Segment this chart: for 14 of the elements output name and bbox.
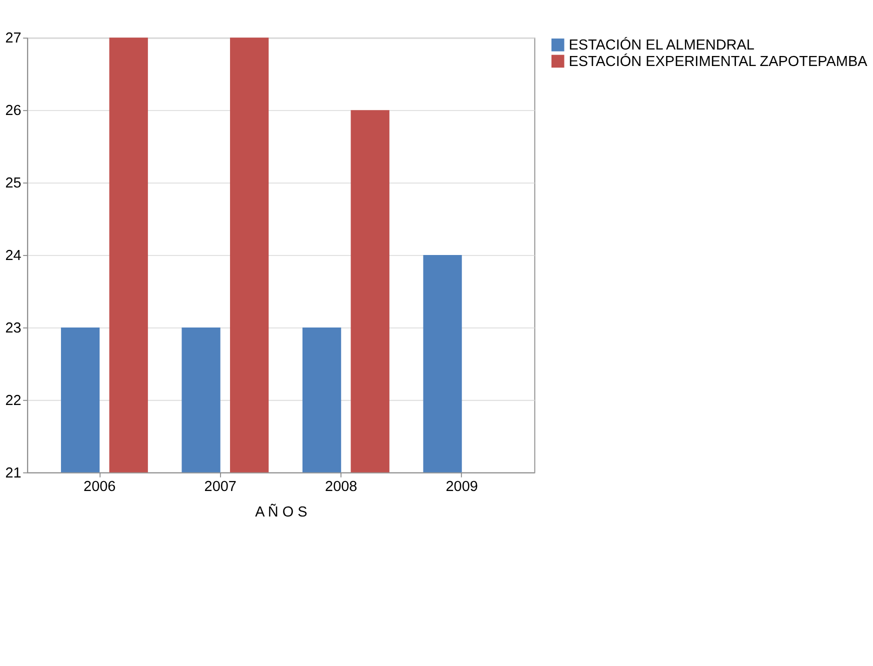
legend-label: ESTACIÓN EL ALMENDRAL: [568, 36, 754, 54]
x-tick-label: 2007: [204, 478, 236, 495]
x-tick-label: 2008: [325, 478, 358, 495]
y-tick-label: 21: [5, 465, 22, 482]
legend-label: ESTACIÓN EXPERIMENTAL ZAPOTEPAMBA: [568, 52, 868, 70]
y-tick-label: 22: [5, 392, 22, 409]
x-tick-label: 2006: [84, 478, 116, 495]
y-tick-label: 25: [5, 176, 22, 192]
x-tick-label: 2009: [446, 478, 478, 495]
y-tick-label: 23: [5, 320, 22, 336]
y-tick-label: 27: [5, 30, 22, 47]
y-tick-label: 24: [5, 248, 22, 264]
x-axis-title: A Ñ O S: [255, 503, 308, 520]
y-tick-label: 26: [5, 103, 22, 120]
